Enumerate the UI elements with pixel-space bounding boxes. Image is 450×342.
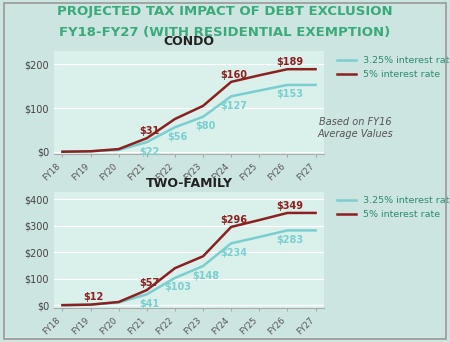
Legend: 3.25% interest rate, 5% interest rate: 3.25% interest rate, 5% interest rate	[337, 196, 450, 220]
Text: $12: $12	[83, 292, 104, 302]
Text: $127: $127	[220, 101, 248, 111]
Text: $57: $57	[140, 278, 160, 288]
Text: $349: $349	[277, 201, 304, 211]
Text: $80: $80	[196, 121, 216, 131]
Text: $31: $31	[140, 126, 160, 136]
Text: $22: $22	[140, 147, 160, 157]
Text: $148: $148	[192, 271, 220, 280]
Text: $103: $103	[164, 282, 191, 292]
Text: $56: $56	[167, 132, 188, 142]
Text: $283: $283	[277, 235, 304, 245]
Text: $41: $41	[140, 299, 160, 309]
Text: $296: $296	[220, 215, 248, 225]
Text: PROJECTED TAX IMPACT OF DEBT EXCLUSION: PROJECTED TAX IMPACT OF DEBT EXCLUSION	[57, 5, 393, 18]
Text: CONDO: CONDO	[163, 35, 215, 48]
Text: $160: $160	[220, 70, 248, 80]
Text: FY18-FY27 (WITH RESIDENTIAL EXEMPTION): FY18-FY27 (WITH RESIDENTIAL EXEMPTION)	[59, 26, 391, 39]
Legend: 3.25% interest rate, 5% interest rate: 3.25% interest rate, 5% interest rate	[337, 56, 450, 79]
Text: $189: $189	[277, 57, 304, 67]
Text: $234: $234	[220, 248, 248, 258]
Text: Based on FY16
Average Values: Based on FY16 Average Values	[318, 117, 393, 139]
Text: TWO-FAMILY: TWO-FAMILY	[145, 177, 233, 190]
Text: $153: $153	[277, 89, 304, 100]
